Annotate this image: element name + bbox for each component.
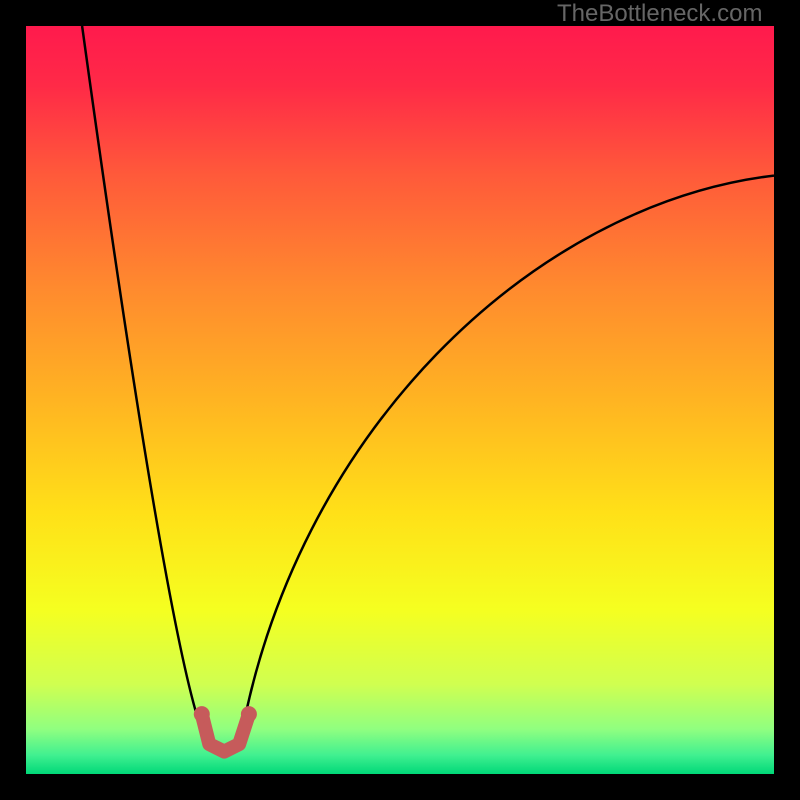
plot-background xyxy=(26,26,774,774)
watermark-text: TheBottleneck.com xyxy=(557,0,762,28)
optimal-range-endpoint xyxy=(241,706,257,722)
optimal-range-endpoint xyxy=(194,706,210,722)
bottleneck-chart xyxy=(0,0,800,800)
chart-container: TheBottleneck.com xyxy=(0,0,800,800)
